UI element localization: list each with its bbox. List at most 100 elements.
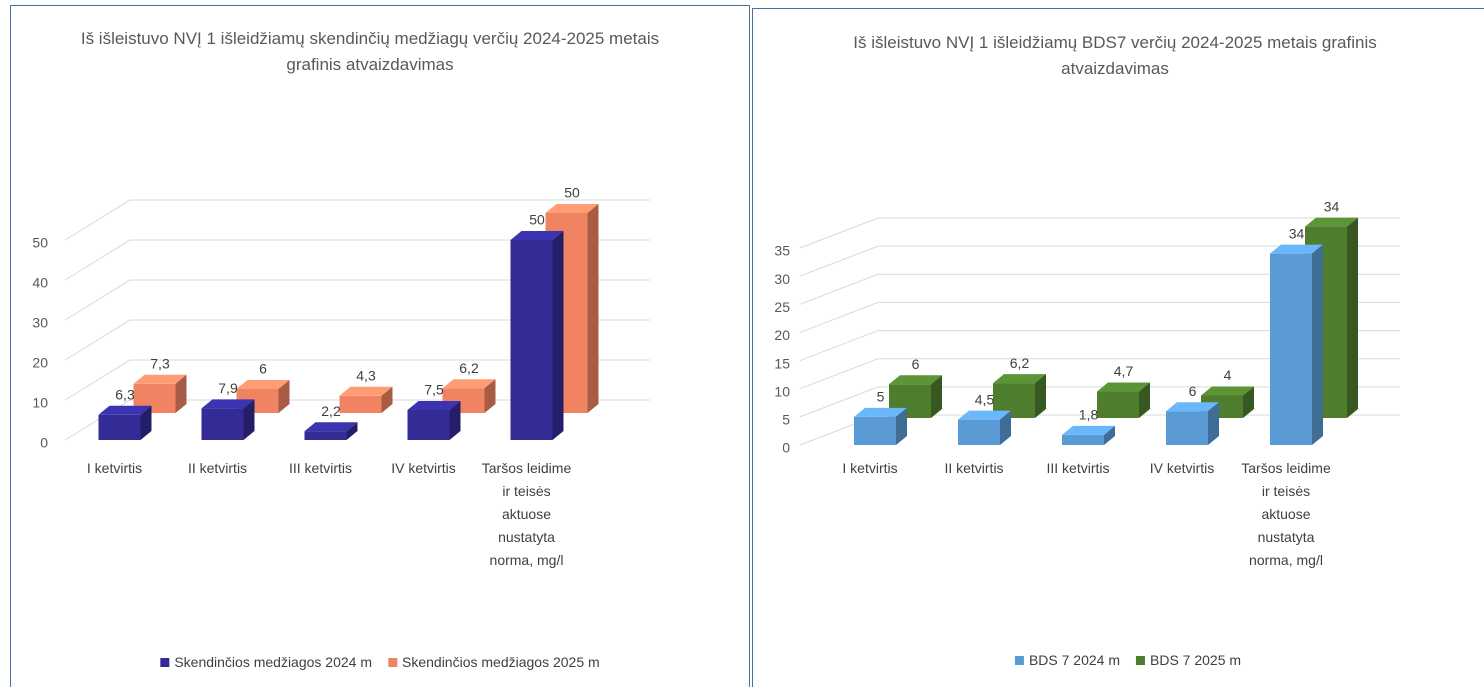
bar-side xyxy=(484,379,496,413)
bar-top xyxy=(1270,244,1323,254)
x-tick-label: III ketvirtis xyxy=(288,460,352,476)
bar-side xyxy=(931,375,942,418)
bar-top xyxy=(510,231,564,240)
bar-side xyxy=(1347,217,1358,418)
chart-title: Iš išleistuvo NVĮ 1 išleidžiamų skendinč… xyxy=(80,29,660,74)
grid-line xyxy=(64,199,650,241)
grid-line xyxy=(64,359,650,401)
y-tick-label: 35 xyxy=(774,243,790,259)
bar xyxy=(958,410,1011,445)
x-tick-label: IV ketvirtis xyxy=(391,460,456,476)
x-tick-label: I ketvirtis xyxy=(842,460,898,476)
bar-top xyxy=(98,405,152,415)
bar-side xyxy=(1104,425,1115,445)
bar-front xyxy=(958,419,1000,445)
bar-top xyxy=(958,410,1011,420)
bar-top xyxy=(889,375,942,385)
bar xyxy=(854,407,907,445)
bar xyxy=(201,399,255,440)
bar-top xyxy=(1166,402,1219,412)
bar-front xyxy=(201,408,244,440)
data-label: 6,3 xyxy=(115,387,135,403)
bar-top xyxy=(407,401,461,410)
grid-line xyxy=(64,239,650,281)
bar-front xyxy=(854,416,896,445)
data-label: 6 xyxy=(912,356,920,372)
data-label: 7,9 xyxy=(218,380,238,396)
bar xyxy=(1270,244,1323,445)
y-tick-label: 20 xyxy=(32,355,48,371)
legend-label: Skendinčios medžiagos 2024 m xyxy=(174,654,372,670)
bar-front xyxy=(304,431,347,440)
bar-side xyxy=(175,374,187,413)
bar-side xyxy=(1000,410,1011,445)
bar-side xyxy=(1243,386,1254,418)
data-label: 1,8 xyxy=(1079,407,1099,423)
bar-side xyxy=(552,231,564,440)
data-label: 7,5 xyxy=(424,382,444,398)
data-label: 5 xyxy=(877,389,885,405)
legend-label: Skendinčios medžiagos 2025 m xyxy=(402,654,600,670)
y-tick-label: 30 xyxy=(32,315,48,331)
legend-swatch xyxy=(160,657,170,667)
legend: BDS 7 2024 m BDS 7 2025 m xyxy=(1014,652,1241,668)
data-label: 4,3 xyxy=(356,368,376,384)
data-label: 34 xyxy=(1324,198,1340,214)
bar-front xyxy=(1062,434,1104,445)
y-tick-label: 15 xyxy=(774,355,790,371)
bar-front xyxy=(1097,391,1139,418)
bar xyxy=(304,422,358,440)
bar-side xyxy=(1139,382,1150,418)
bar xyxy=(442,379,496,413)
grid-line xyxy=(799,330,1400,362)
legend-swatch xyxy=(1014,655,1024,665)
bar-top xyxy=(236,380,290,389)
data-label: 4 xyxy=(1224,367,1232,383)
data-label: 7,3 xyxy=(150,356,170,372)
bar-top xyxy=(1201,386,1254,396)
bar-top xyxy=(339,386,393,396)
bar-side xyxy=(243,399,255,440)
bar-front xyxy=(1166,411,1208,445)
grid-line xyxy=(64,279,650,321)
legend-item: Skendinčios medžiagos 2025 m xyxy=(388,654,600,670)
legend: Skendinčios medžiagos 2024 m Skendinčios … xyxy=(160,654,600,670)
bar xyxy=(889,375,942,418)
bar-top xyxy=(545,204,599,213)
grid-line xyxy=(64,319,650,361)
grid-line xyxy=(799,245,1400,277)
y-tick-label: 10 xyxy=(774,383,790,399)
bar-side xyxy=(140,405,152,440)
data-label: 6,2 xyxy=(459,360,479,376)
bar-side xyxy=(278,380,290,413)
data-label: 50 xyxy=(529,212,545,228)
bar-top xyxy=(133,374,187,384)
legend-label: BDS 7 2024 m xyxy=(1028,652,1120,668)
bar-side xyxy=(346,422,358,440)
bar xyxy=(510,231,564,440)
legend-swatch xyxy=(1136,655,1145,665)
bar-side xyxy=(449,401,461,440)
x-tick-label: Taršos leidime ir teisės aktuose nustaty… xyxy=(481,460,572,568)
bar-side xyxy=(381,386,393,413)
bar-front xyxy=(407,410,450,440)
data-label: 50 xyxy=(564,185,580,201)
bar-side xyxy=(587,204,599,413)
bar-front xyxy=(510,240,553,440)
legend-swatch xyxy=(388,657,397,667)
chart-panel xyxy=(752,8,1484,687)
bar xyxy=(98,405,152,440)
data-label: 2,2 xyxy=(321,403,341,419)
bar xyxy=(1166,402,1219,445)
y-tick-label: 25 xyxy=(774,299,790,315)
legend-item: Skendinčios medžiagos 2024 m xyxy=(160,654,372,670)
grid-line xyxy=(799,301,1400,333)
bar-front xyxy=(1270,253,1312,445)
bar xyxy=(339,386,393,413)
legend-item: BDS 7 2024 m xyxy=(1014,652,1120,668)
bar-top xyxy=(854,407,907,417)
bar-top xyxy=(1097,382,1150,392)
y-tick-label: 0 xyxy=(782,440,790,456)
data-label: 4,7 xyxy=(1114,363,1134,379)
